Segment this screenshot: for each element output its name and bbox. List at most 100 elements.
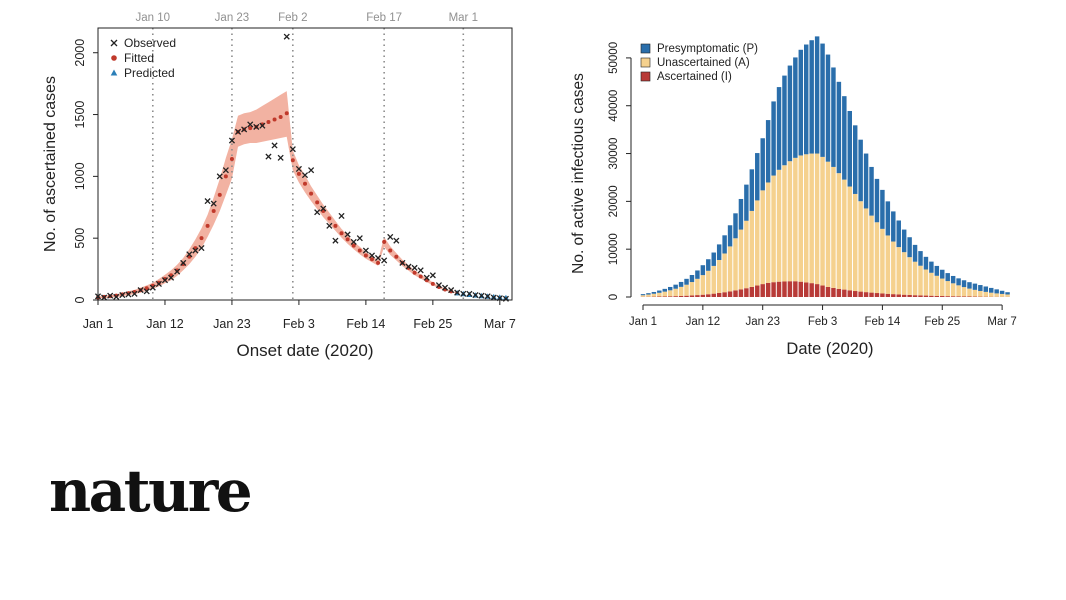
bar-segment-unascertained bbox=[967, 288, 972, 297]
bar-segment-presymptomatic bbox=[771, 101, 776, 176]
bar-segment-unascertained bbox=[945, 281, 950, 297]
bar-segment-ascertained bbox=[727, 291, 733, 297]
bar-segment-unascertained bbox=[722, 253, 727, 293]
bar-segment-unascertained bbox=[901, 252, 907, 295]
bar-segment-unascertained bbox=[869, 215, 874, 293]
bar-segment-unascertained bbox=[842, 179, 847, 290]
fitted-point bbox=[303, 181, 307, 186]
x-axis-title: Onset date (2020) bbox=[236, 341, 373, 360]
x-axis-title: Date (2020) bbox=[786, 340, 873, 358]
bar-segment-unascertained bbox=[999, 293, 1005, 297]
bar-segment-presymptomatic bbox=[847, 110, 852, 187]
active-infections-chart: 0 10000 20000 30000 40000 50000 Jan 1 Jan 12 Jan… bbox=[570, 36, 1017, 358]
bar-segment-presymptomatic bbox=[798, 49, 804, 156]
bar-segment-ascertained bbox=[901, 294, 907, 297]
bar-segment-presymptomatic bbox=[852, 125, 858, 194]
observed-point bbox=[362, 247, 369, 254]
bar-segment-ascertained bbox=[689, 295, 695, 297]
y-axis-title: No. of active infectious cases bbox=[570, 73, 587, 274]
bar-segment-ascertained bbox=[945, 296, 950, 297]
observed-point bbox=[411, 264, 418, 271]
fitted-point bbox=[315, 200, 320, 205]
bar-segment-unascertained bbox=[782, 165, 787, 282]
fitted-point bbox=[144, 286, 149, 291]
bar-segment-unascertained bbox=[989, 292, 994, 297]
legend-label: Ascertained (I) bbox=[657, 71, 732, 83]
legend-label: Observed bbox=[124, 36, 176, 50]
observed-point bbox=[131, 290, 138, 297]
y-tick-label: 1000 bbox=[73, 162, 87, 190]
observed-point bbox=[356, 235, 363, 242]
bar-segment-unascertained bbox=[657, 292, 662, 297]
bar-segment-ascertained bbox=[814, 284, 820, 297]
bar-segment-unascertained bbox=[885, 235, 891, 294]
bar-segment-ascertained bbox=[836, 288, 842, 297]
bar-segment-unascertained bbox=[978, 290, 983, 297]
legend-predicted-marker bbox=[110, 69, 118, 76]
bar-segment-presymptomatic bbox=[700, 265, 706, 276]
observed-point bbox=[466, 290, 473, 297]
bar-segment-unascertained bbox=[836, 173, 842, 289]
bar-segment-unascertained bbox=[972, 289, 978, 297]
bar-segment-ascertained bbox=[684, 295, 689, 297]
legend-swatch bbox=[640, 71, 651, 82]
observed-point bbox=[301, 172, 309, 179]
bar-segment-unascertained bbox=[695, 278, 700, 296]
bar-segment-presymptomatic bbox=[940, 269, 945, 279]
bar-segment-presymptomatic bbox=[978, 285, 983, 291]
bar-segment-presymptomatic bbox=[885, 201, 891, 236]
bar-segment-presymptomatic bbox=[776, 87, 782, 170]
bar-segment-unascertained bbox=[776, 169, 782, 282]
y-tick-label: 10000 bbox=[608, 233, 620, 265]
bar-segment-ascertained bbox=[831, 287, 836, 297]
fitted-point bbox=[205, 223, 210, 228]
observed-point bbox=[101, 294, 108, 301]
bar-segment-presymptomatic bbox=[820, 43, 825, 157]
bar-segment-ascertained bbox=[749, 286, 755, 297]
bar-segment-ascertained bbox=[711, 293, 716, 297]
bar-segment-unascertained bbox=[858, 201, 863, 292]
bar-segment-presymptomatic bbox=[863, 153, 869, 209]
bar-segment-ascertained bbox=[804, 282, 809, 297]
observed-point bbox=[417, 267, 424, 274]
fitted-point bbox=[248, 126, 253, 131]
observed-point bbox=[441, 284, 449, 291]
bar-segment-unascertained bbox=[852, 193, 858, 292]
bar-segment-ascertained bbox=[782, 281, 787, 297]
x-tick-label: Jan 12 bbox=[146, 317, 184, 331]
bar-segment-ascertained bbox=[673, 296, 678, 297]
bar-segment-ascertained bbox=[907, 294, 912, 297]
observed-point bbox=[332, 237, 339, 244]
bar-segment-ascertained bbox=[956, 296, 961, 297]
bar-segment-ascertained bbox=[874, 293, 880, 297]
observed-point bbox=[326, 222, 333, 229]
bar-segment-ascertained bbox=[940, 296, 945, 297]
bar-segment-unascertained bbox=[727, 246, 733, 292]
bar-segment-unascertained bbox=[912, 261, 918, 296]
bar-segment-presymptomatic bbox=[662, 288, 667, 292]
fitted-point bbox=[369, 257, 374, 262]
fitted-point bbox=[418, 274, 423, 279]
x-tick-label: Jan 1 bbox=[629, 316, 657, 328]
bar-segment-unascertained bbox=[798, 155, 804, 282]
bar-segment-unascertained bbox=[689, 282, 695, 296]
y-tick-label: 1500 bbox=[73, 101, 87, 129]
bar-segment-unascertained bbox=[956, 285, 961, 297]
legend-observed-marker bbox=[110, 39, 118, 47]
bar-segment-presymptomatic bbox=[831, 67, 836, 167]
observed-point bbox=[228, 137, 236, 144]
bar-segment-ascertained bbox=[961, 296, 967, 297]
bar-segment-unascertained bbox=[950, 283, 956, 297]
bar-segment-unascertained bbox=[907, 257, 912, 295]
bar-segment-ascertained bbox=[722, 292, 727, 297]
observed-point bbox=[478, 292, 485, 299]
period-label: Feb 2 bbox=[278, 12, 307, 24]
bar-segment-unascertained bbox=[684, 284, 689, 296]
bar-segment-presymptomatic bbox=[907, 237, 912, 258]
bar-segment-ascertained bbox=[918, 295, 923, 297]
fitted-point bbox=[430, 281, 435, 286]
observed-point bbox=[308, 167, 315, 174]
bar-segment-unascertained bbox=[646, 294, 651, 297]
bar-segment-ascertained bbox=[858, 291, 863, 297]
bar-segment-unascertained bbox=[711, 265, 716, 294]
